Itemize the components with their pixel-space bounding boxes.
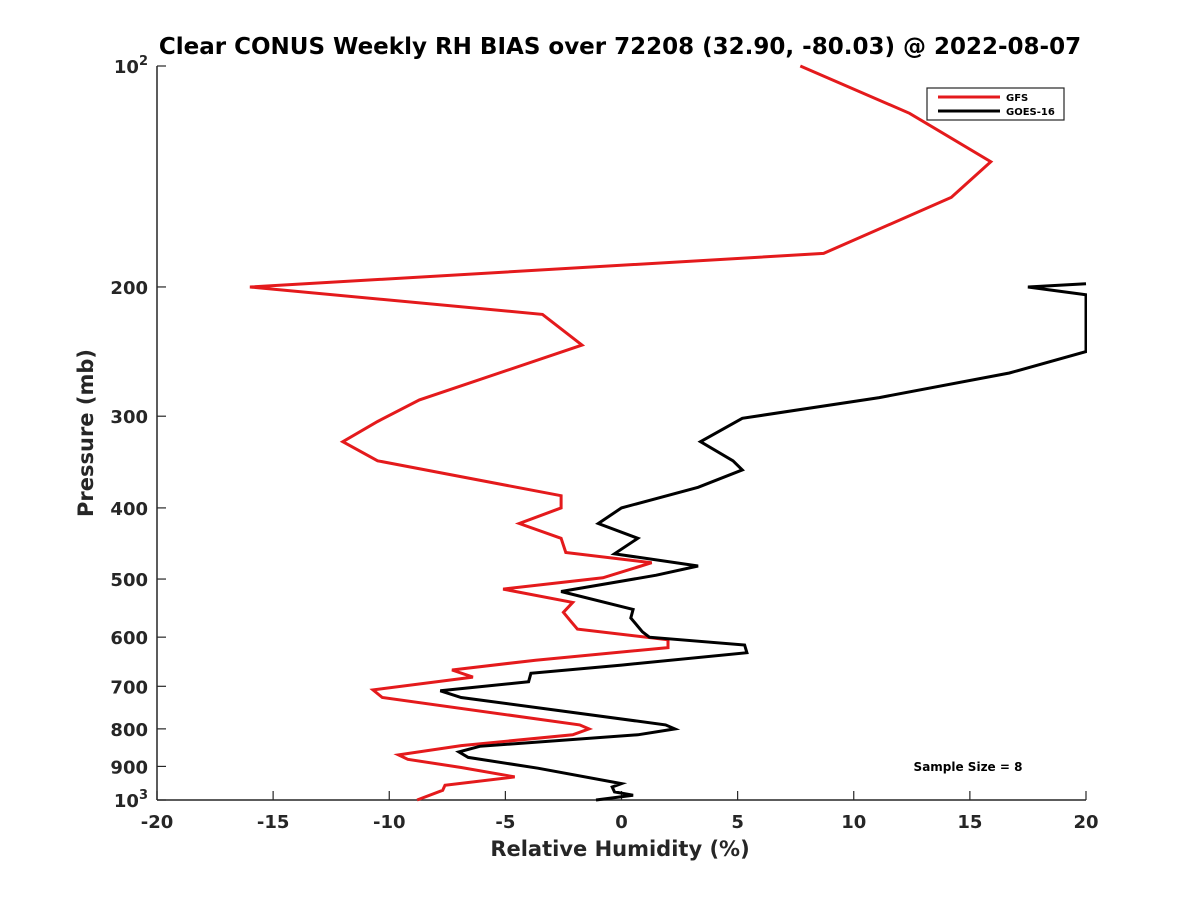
y-tick-label: 900: [110, 757, 148, 778]
legend-box: [926, 87, 1065, 121]
x-tick-label: -5: [495, 812, 515, 833]
x-tick-label: -15: [257, 812, 290, 833]
x-tick-label: 0: [615, 812, 628, 833]
plot-series: [249, 64, 1087, 802]
legend-label: GFS: [1006, 93, 1028, 104]
x-tick-label: -20: [141, 812, 174, 833]
y-tick-label: 103: [114, 788, 148, 812]
y-tick-label: 102: [114, 54, 148, 78]
y-tick-label: 300: [110, 407, 148, 428]
plot-axes: -20 -15 -10 -5 0 5 10 15 20 102 200 300 400 500 600 700…: [110, 54, 1098, 833]
series-line-gfs: [249, 64, 994, 802]
legend: GFS GOES-16: [926, 87, 1065, 121]
x-tick-label: 15: [957, 812, 982, 833]
x-tick-label: 20: [1073, 812, 1098, 833]
y-tick-label: 700: [110, 677, 148, 698]
x-tick-label: 5: [731, 812, 744, 833]
y-tick-label: 600: [110, 628, 148, 649]
x-tick-label: 10: [841, 812, 866, 833]
y-tick-label: 400: [110, 499, 148, 520]
chart-title: Clear CONUS Weekly RH BIAS over 72208 (3…: [159, 34, 1081, 60]
y-tick-label: 200: [110, 278, 148, 299]
x-axis-label: Relative Humidity (%): [490, 837, 749, 861]
y-tick-label: 800: [110, 720, 148, 741]
sample-size-annotation: Sample Size = 8: [914, 760, 1023, 774]
y-axis-label: Pressure (mb): [74, 349, 98, 517]
x-tick-label: -10: [373, 812, 406, 833]
series-line-goes-16: [439, 282, 1087, 802]
y-tick-label: 500: [110, 570, 148, 591]
legend-label: GOES-16: [1006, 107, 1055, 118]
